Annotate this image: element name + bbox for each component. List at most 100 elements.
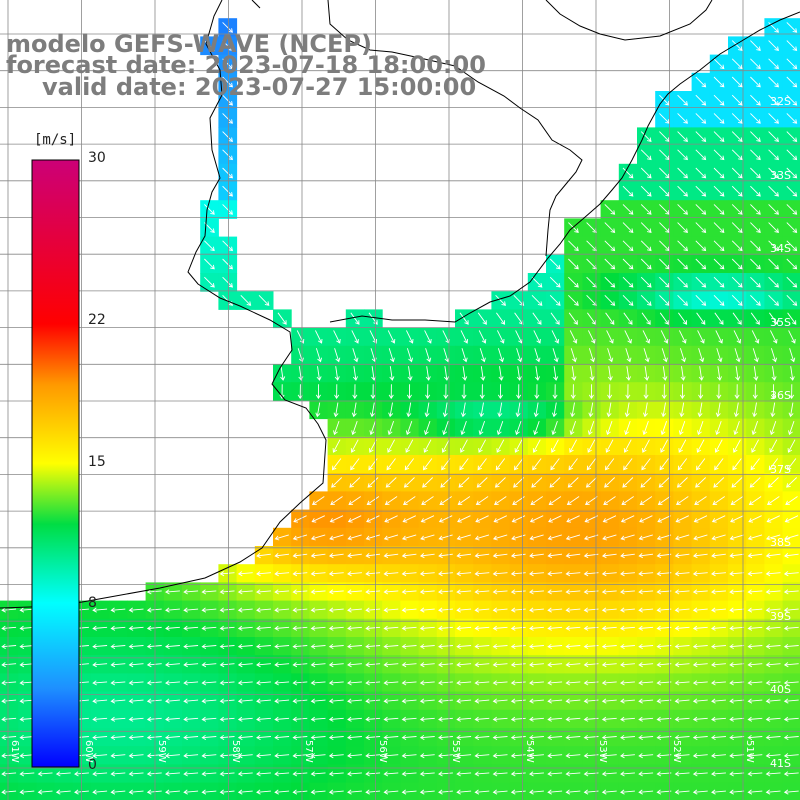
- wind-arrow: [237, 698, 253, 704]
- wind-arrow: [183, 789, 199, 795]
- wind-arrow: [406, 402, 412, 418]
- wind-arrow: [495, 294, 506, 306]
- wind-arrow: [713, 149, 725, 161]
- wind-arrow: [347, 680, 362, 686]
- wind-arrow: [222, 276, 233, 288]
- wind-arrow: [786, 477, 798, 488]
- wind-arrow: [547, 771, 563, 777]
- wind-arrow: [640, 167, 652, 179]
- wind-arrow: [547, 589, 563, 595]
- wind-arrow: [365, 662, 381, 668]
- lon-label: 58W: [229, 740, 241, 763]
- wind-arrow: [547, 607, 563, 613]
- wind-arrow: [219, 607, 235, 613]
- wind-arrow: [640, 149, 652, 161]
- wind-arrow: [292, 698, 308, 704]
- wind-arrow: [638, 643, 654, 649]
- wind-arrow: [747, 625, 763, 631]
- wind-arrow: [438, 515, 453, 523]
- wind-arrow: [423, 439, 432, 453]
- wind-arrow: [620, 716, 635, 722]
- wind-arrow: [747, 680, 763, 686]
- wind-arrow: [607, 384, 613, 400]
- wind-arrow: [711, 607, 726, 613]
- wind-arrow: [237, 662, 253, 668]
- wind-arrow: [771, 366, 777, 381]
- wind-arrow: [1, 662, 17, 668]
- wind-arrow: [383, 698, 399, 704]
- wind-arrow: [310, 589, 326, 595]
- wind-arrow: [547, 662, 563, 668]
- wind-arrow: [640, 222, 652, 233]
- wind-arrow: [529, 515, 544, 523]
- wind-arrow: [201, 662, 217, 668]
- wind-arrow: [274, 607, 290, 613]
- wind-arrow: [656, 789, 672, 795]
- wind-arrow: [638, 534, 653, 541]
- wind-arrow: [475, 496, 489, 505]
- wind-arrow: [456, 625, 472, 631]
- wind-arrow: [474, 662, 490, 668]
- wind-arrow: [292, 680, 308, 686]
- wind-arrow: [329, 534, 344, 541]
- wind-arrow: [529, 607, 544, 613]
- wind-arrow: [458, 477, 470, 488]
- wind-arrow: [660, 330, 669, 344]
- wind-arrow: [675, 496, 689, 505]
- wind-arrow: [367, 477, 379, 488]
- wind-arrow: [365, 553, 381, 559]
- wind-arrow: [550, 458, 560, 471]
- wind-arrow: [183, 662, 199, 668]
- wind-arrow: [383, 607, 399, 613]
- wind-arrow: [711, 734, 726, 740]
- wind-arrow: [571, 366, 577, 381]
- wind-arrow: [674, 662, 690, 668]
- wind-arrow: [419, 662, 435, 668]
- wind-arrow: [729, 680, 745, 686]
- wind-cell: [782, 327, 800, 347]
- wind-arrow: [716, 348, 723, 363]
- wind-arrow: [201, 625, 217, 631]
- wind-arrow: [310, 571, 326, 577]
- wind-arrow: [553, 366, 559, 381]
- wind-arrow: [622, 240, 634, 252]
- wind-arrow: [419, 716, 435, 722]
- wind-arrow: [333, 420, 340, 436]
- wind-arrow: [492, 771, 508, 777]
- wind-arrow: [747, 571, 763, 577]
- wind-arrow: [474, 643, 490, 649]
- wind-arrow: [128, 716, 144, 722]
- wind-arrow: [474, 571, 490, 577]
- wind-arrow: [406, 384, 412, 400]
- wind-arrow: [750, 149, 761, 161]
- wind-arrow: [768, 113, 779, 124]
- wind-arrow: [292, 662, 308, 668]
- wind-arrow: [640, 276, 652, 288]
- wind-arrow: [219, 734, 235, 740]
- model-title: modelo GEFS-WAVE (NCEP): [6, 30, 372, 58]
- wind-arrow: [694, 496, 707, 505]
- wind-arrow: [768, 258, 779, 270]
- wind-arrow: [201, 734, 217, 740]
- wind-arrow: [786, 258, 798, 270]
- wind-arrow: [219, 662, 235, 668]
- wind-arrow: [384, 515, 398, 523]
- wind-arrow: [568, 276, 579, 288]
- wind-arrow: [783, 753, 799, 759]
- wind-arrow: [747, 607, 763, 613]
- wind-arrow: [747, 643, 763, 649]
- wind-arrow: [328, 716, 344, 722]
- wind-arrow: [731, 58, 743, 70]
- wind-arrow: [438, 753, 453, 759]
- wind-arrow: [110, 662, 126, 668]
- wind-arrow: [695, 458, 706, 471]
- wind-arrow: [752, 384, 758, 400]
- wind-arrow: [460, 330, 469, 344]
- wind-arrow: [492, 716, 508, 722]
- wind-arrow: [656, 625, 672, 631]
- wind-arrow: [729, 607, 745, 613]
- wind-arrow: [698, 348, 705, 363]
- wind-arrow: [692, 771, 708, 777]
- wind-arrow: [165, 716, 180, 722]
- wind-arrow: [183, 716, 199, 722]
